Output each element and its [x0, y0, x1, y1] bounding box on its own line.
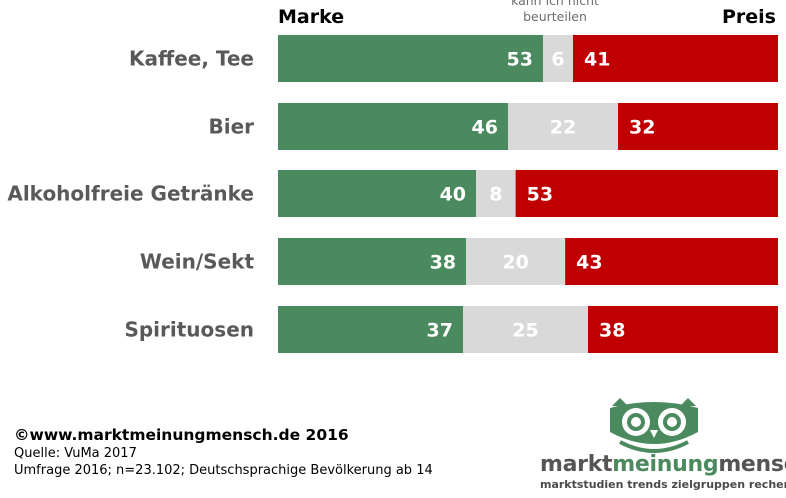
source-text: Quelle: VuMa 2017 — [14, 446, 137, 461]
bar-segment — [573, 35, 778, 82]
legend-neutral-line2: beurteilen — [523, 9, 587, 24]
data-label: 22 — [550, 117, 576, 139]
data-label: 53 — [527, 184, 553, 206]
bar-segment — [278, 306, 463, 353]
data-label: 6 — [551, 49, 564, 71]
bar-segment — [466, 238, 566, 285]
bar-segment — [588, 306, 778, 353]
data-label: 38 — [599, 320, 625, 342]
bar-segment — [476, 170, 516, 217]
bar-segment — [618, 103, 778, 150]
category-label: Spirituosen — [124, 318, 254, 342]
bar-segment — [508, 103, 618, 150]
data-label: 8 — [489, 184, 502, 206]
category-label: Kaffee, Tee — [129, 47, 254, 71]
logo-tagline: marktstudien trends zielgruppen recherch… — [540, 478, 786, 491]
data-label: 38 — [430, 252, 456, 274]
legend-marke: Marke — [278, 6, 345, 28]
brand-logo: marktmeinungmensch marktstudien trends z… — [536, 398, 786, 494]
bar-segment — [463, 306, 588, 353]
logo-word-3: mensch — [718, 452, 786, 477]
category-label: Bier — [208, 115, 254, 139]
footer: ©www.marktmeinungmensch.de 2016 Quelle: … — [14, 426, 433, 478]
data-label: 43 — [576, 252, 602, 274]
bar-segment — [515, 170, 778, 217]
survey-text: Umfrage 2016; n=23.102; Deutschsprachige… — [14, 463, 433, 478]
category-label: Alkoholfreie Getränke — [7, 182, 254, 206]
logo-word-1: markt — [540, 452, 613, 477]
data-label: 46 — [472, 117, 498, 139]
logo-wordmark: marktmeinungmensch — [540, 452, 786, 477]
legend-neutral-line1: kann ich nicht — [511, 0, 599, 8]
bar-segment — [278, 170, 477, 217]
bar-segment — [278, 35, 543, 82]
stacked-bar-chart: Kaffee, Tee 53 6 41 Bier 46 22 32 Alkoholfreie G… — [7, 35, 778, 353]
legend-neutral: kann ich nicht beurteilen — [470, 0, 640, 25]
data-label: 40 — [440, 184, 466, 206]
data-label: 37 — [427, 320, 453, 342]
bar-segment — [278, 238, 467, 285]
legend-preis: Preis — [721, 6, 776, 28]
category-label: Wein/Sekt — [140, 250, 255, 274]
bar-segment — [565, 238, 778, 285]
logo-word-2: meinung — [612, 452, 719, 477]
data-label: 41 — [584, 49, 610, 71]
copyright-text: ©www.marktmeinungmensch.de 2016 — [14, 426, 349, 444]
bar-segment — [278, 103, 508, 150]
data-label: 25 — [512, 320, 538, 342]
bar-segment — [543, 35, 573, 82]
data-label: 53 — [507, 49, 533, 71]
data-label: 32 — [629, 117, 655, 139]
data-label: 20 — [502, 252, 528, 274]
owl-icon — [610, 398, 698, 453]
